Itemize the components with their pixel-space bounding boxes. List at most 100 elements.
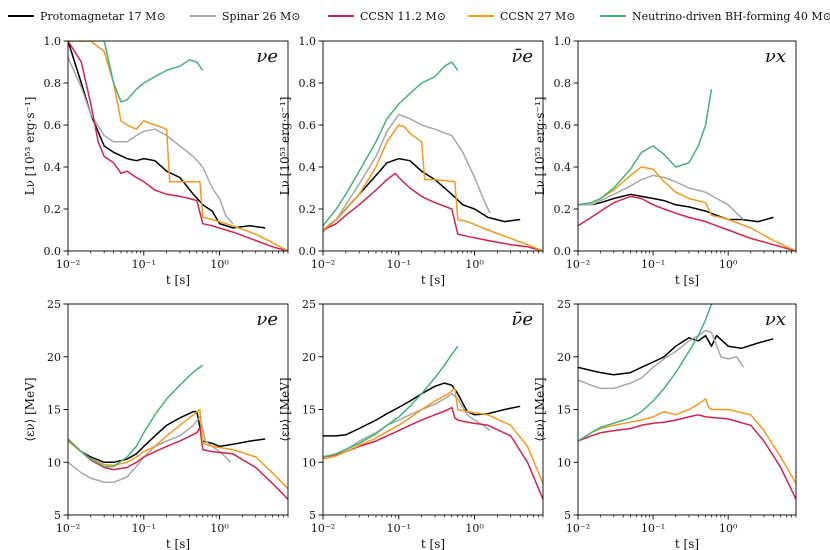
series-group (578, 304, 796, 500)
series-line (103, 41, 204, 103)
y-tick-label: 1.0 (554, 35, 572, 48)
series-line (323, 345, 459, 458)
series-line (578, 304, 713, 442)
series-line (323, 172, 543, 251)
series-line (578, 166, 796, 251)
legend-label: CCSN 11.2 M⊙ (360, 10, 446, 23)
y-tick-label: 10 (302, 456, 316, 469)
y-tick-label: 0.4 (299, 161, 317, 174)
x-axis-label: t [s] (166, 537, 190, 550)
x-tick-label: 10⁻² (566, 258, 590, 271)
chart-panel: 10⁻² 10⁻¹ 10⁰ 5 10 15 20 25 t [s] ⟨εν⟩ [MeV] νe (23, 298, 289, 550)
y-tick-label: 0.2 (44, 203, 62, 216)
y-axis-label: Lν [10⁵³ erg·s⁻¹] (278, 97, 292, 196)
x-axis-label: t [s] (421, 537, 445, 550)
series-group (68, 364, 288, 500)
series-line (578, 334, 774, 376)
flavor-label: ν̄e (511, 309, 533, 330)
y-tick-label: 0.2 (554, 203, 572, 216)
legend-entry: CCSN 11.2 M⊙ (328, 10, 446, 23)
y-tick-label: 0.0 (554, 245, 572, 258)
y-tick-label: 0.4 (44, 161, 62, 174)
series-line (323, 406, 543, 500)
chart-panel: 10⁻² 10⁻¹ 10⁰ 0.0 0.2 0.4 0.6 0.8 1.0 t [s] Lν [10… (23, 35, 289, 287)
x-axis-label: t [s] (421, 273, 445, 287)
x-axis-label: t [s] (675, 537, 699, 550)
chart-panel: 10⁻² 10⁻¹ 10⁰ 5 10 15 20 25 t [s] ⟨εν⟩ [MeV] νx (533, 298, 797, 550)
y-tick-label: 15 (302, 404, 316, 417)
y-tick-label: 0.2 (299, 203, 317, 216)
series-line (323, 382, 521, 437)
legend-entry: CCSN 27 M⊙ (468, 10, 575, 23)
panels: 10⁻² 10⁻¹ 10⁰ 0.0 0.2 0.4 0.6 0.8 1.0 t [s] Lν [10… (23, 35, 797, 550)
series-group (578, 89, 796, 251)
series-line (323, 113, 491, 233)
series-line (578, 195, 796, 251)
series-line (68, 41, 288, 251)
y-axis-label: ⟨εν⟩ [MeV] (533, 377, 547, 441)
series-line (578, 329, 745, 390)
x-tick-label: 10⁰ (465, 522, 484, 535)
x-tick-label: 10⁻² (311, 258, 335, 271)
x-axis-label: t [s] (675, 273, 699, 287)
y-tick-label: 1.0 (44, 35, 62, 48)
y-tick-label: 0.8 (554, 77, 572, 90)
legend-entry: Protomagnetar 17 M⊙ (8, 10, 166, 23)
axes-frame (322, 303, 544, 516)
x-tick-label: 10⁻² (56, 522, 80, 535)
y-tick-label: 0.0 (299, 245, 317, 258)
y-axis-label: Lν [10⁵³ erg·s⁻¹] (23, 97, 37, 196)
y-tick-label: 25 (47, 298, 61, 311)
series-group (323, 61, 543, 251)
y-tick-label: 5 (54, 509, 61, 522)
legend-entry: Neutrino-driven BH-forming 40 M⊙ (600, 10, 830, 23)
chart-panel: 10⁻² 10⁻¹ 10⁰ 5 10 15 20 25 t [s] ⟨εν⟩ [MeV] ν̄e (278, 298, 544, 550)
axes-frame (322, 40, 544, 252)
series-line (323, 124, 543, 251)
flavor-label: νe (256, 46, 278, 67)
series-group (323, 345, 543, 500)
y-tick-label: 0.8 (299, 77, 317, 90)
legend-label: Neutrino-driven BH-forming 40 M⊙ (632, 10, 830, 23)
y-tick-label: 0.4 (554, 161, 572, 174)
x-tick-label: 10⁻² (311, 522, 335, 535)
series-line (578, 193, 774, 223)
y-tick-label: 10 (47, 456, 61, 469)
series-line (68, 364, 204, 468)
flavor-label: νx (765, 46, 786, 67)
legend-label: CCSN 27 M⊙ (500, 10, 575, 23)
y-tick-label: 0.6 (299, 119, 317, 132)
series-line (68, 408, 288, 490)
legend-entry: Spinar 26 M⊙ (190, 10, 300, 23)
y-tick-label: 0.0 (44, 245, 62, 258)
x-tick-label: 10⁰ (210, 522, 229, 535)
chart-panel: 10⁻² 10⁻¹ 10⁰ 0.0 0.2 0.4 0.6 0.8 1.0 t [s] Lν [10… (278, 35, 544, 287)
y-tick-label: 20 (302, 351, 316, 364)
y-tick-label: 5 (309, 509, 316, 522)
series-line (323, 61, 459, 227)
y-tick-label: 0.8 (44, 77, 62, 90)
axes-frame (67, 303, 289, 516)
series-line (68, 41, 288, 251)
x-tick-label: 10⁻¹ (132, 522, 156, 535)
x-tick-label: 10⁰ (465, 258, 484, 271)
x-tick-label: 10⁻¹ (132, 258, 156, 271)
y-axis-label: ⟨εν⟩ [MeV] (278, 377, 292, 441)
y-tick-label: 15 (557, 404, 571, 417)
series-line (68, 410, 266, 464)
series-line (68, 426, 288, 500)
y-tick-label: 0.6 (554, 119, 572, 132)
legend: Protomagnetar 17 M⊙ Spinar 26 M⊙ CCSN 11.2… (8, 10, 830, 23)
y-tick-label: 10 (557, 456, 571, 469)
x-tick-label: 10⁰ (210, 258, 229, 271)
series-line (578, 174, 745, 221)
axes-frame (577, 40, 797, 252)
series-line (68, 41, 266, 229)
y-tick-label: 15 (47, 404, 61, 417)
series-line (578, 398, 796, 484)
x-tick-label: 10⁻² (566, 522, 590, 535)
flavor-label: νe (256, 309, 278, 330)
x-axis-label: t [s] (166, 273, 190, 287)
series-line (578, 414, 796, 500)
